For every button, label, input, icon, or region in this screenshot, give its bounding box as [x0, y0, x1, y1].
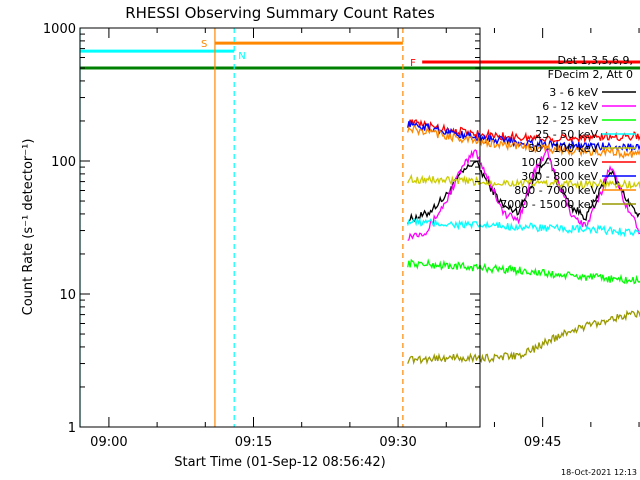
- legend: Det 1,3,5,6,9, FDecim 2, Att 0 3 - 6 keV…: [500, 54, 636, 211]
- legend-label-3-6-kev: 3 - 6 keV: [549, 86, 598, 99]
- chart-title: RHESSI Observing Summary Count Rates: [125, 4, 435, 22]
- series-line-12-25-kev: [407, 258, 640, 285]
- x-axis-label: Start Time (01-Sep-12 08:56:42): [174, 455, 385, 470]
- y-axis-ticks: 1 10 100 1000: [43, 22, 480, 436]
- interval-bars: SNFRD6RD6: [80, 39, 640, 70]
- y-tick-label-100: 100: [51, 155, 76, 170]
- series-line-25-50-kev: [407, 216, 640, 238]
- series-line-3-6-kev: [407, 157, 640, 225]
- legend-label-7000-15000-kev: 7000 - 15000 keV: [500, 198, 598, 211]
- series-line-800-7000-kev: [407, 125, 640, 159]
- x-tick-label-09-45: 09:45: [524, 435, 561, 450]
- series-lines: [407, 118, 640, 366]
- x-tick-label-09-15: 09:15: [235, 435, 272, 450]
- x-tick-label-09-30: 09:30: [379, 435, 416, 450]
- legend-label-12-25-kev: 12 - 25 keV: [535, 114, 598, 127]
- series-line-7000-15000-kev: [407, 309, 640, 366]
- y-tick-label-1: 1: [68, 421, 76, 436]
- y-tick-label-1000: 1000: [43, 22, 76, 37]
- series-line-50-100-kev: [407, 173, 640, 191]
- y-tick-label-10: 10: [59, 288, 76, 303]
- interval-label-s-0: S: [201, 39, 207, 50]
- interval-label-n-1: N: [238, 51, 245, 62]
- legend-header-line-1: Det 1,3,5,6,9,: [557, 54, 633, 67]
- legend-header-line-2: FDecim 2, Att 0: [548, 68, 633, 81]
- legend-label-25-50-kev: 25 - 50 keV: [535, 128, 598, 141]
- legend-label-100-300-kev: 100 - 300 keV: [521, 156, 598, 169]
- legend-label-6-12-kev: 6 - 12 keV: [542, 100, 598, 113]
- legend-label-300-800-kev: 300 - 800 keV: [521, 170, 598, 183]
- y-axis-label: Count Rate (s⁻¹ detector⁻¹): [21, 139, 36, 316]
- timestamp: 18-Oct-2021 12:13: [561, 468, 637, 477]
- plot-frame: [79, 27, 481, 428]
- series-line-100-300-kev: [407, 118, 640, 144]
- interval-label-f-3: F: [410, 58, 416, 69]
- x-tick-label-09-00: 09:00: [90, 435, 127, 450]
- legend-label-50-100-kev: 50 - 100 keV: [528, 142, 598, 155]
- series-line-6-12-kev: [407, 148, 640, 242]
- legend-label-800-7000-kev: 800 - 7000 keV: [514, 184, 598, 197]
